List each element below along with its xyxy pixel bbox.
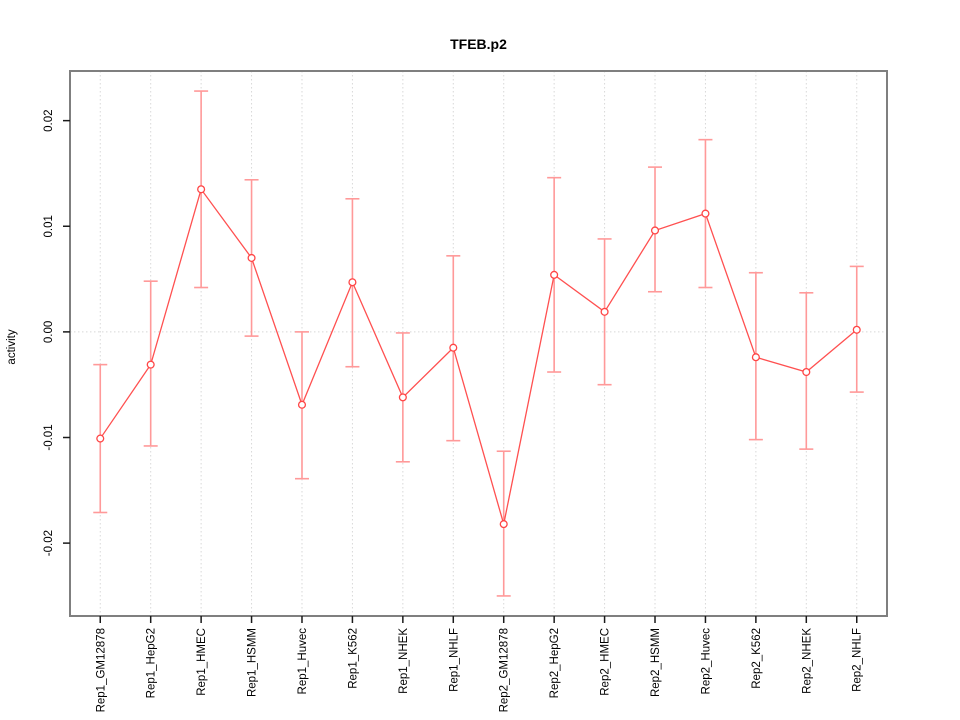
y-tick-label: -0.01 — [43, 424, 55, 450]
x-tick-label: Rep1_GM12878 — [95, 628, 107, 712]
x-tick-label: Rep2_HepG2 — [549, 628, 561, 698]
x-tick-label: Rep1_NHEK — [398, 628, 410, 694]
data-point — [701, 209, 710, 218]
data-point — [650, 226, 660, 235]
data-point — [398, 393, 407, 402]
data-point — [297, 400, 307, 409]
x-tick-label: Rep2_GM12878 — [499, 628, 511, 712]
data-point — [852, 325, 861, 334]
x-tick-label: Rep1_K562 — [347, 628, 359, 689]
x-tick-label: Rep1_NHLF — [448, 628, 460, 692]
y-tick-label: 0.01 — [43, 215, 55, 237]
x-tick-label: Rep2_K562 — [751, 628, 763, 689]
x-tick-label: Rep1_Huvec — [297, 628, 309, 695]
x-tick-label: Rep2_Huvec — [700, 628, 712, 695]
data-point — [499, 520, 508, 529]
y-tick-label: 0.00 — [43, 321, 55, 343]
x-tick-label: Rep1_HMEC — [196, 628, 208, 696]
data-point — [197, 185, 206, 194]
plot-box — [69, 70, 888, 617]
data-point — [802, 367, 811, 377]
data-point — [449, 343, 458, 352]
chart-title: TFEB.p2 — [450, 36, 507, 52]
x-tick-label: Rep2_HSMM — [650, 628, 662, 697]
data-point — [348, 278, 357, 287]
y-tick-label: -0.02 — [43, 530, 55, 556]
data-point — [96, 434, 105, 443]
x-tick-label: Rep2_NHLF — [852, 628, 864, 692]
data-point — [600, 307, 609, 316]
x-tick-label: Rep1_HSMM — [247, 628, 259, 697]
x-tick-label: Rep2_HMEC — [600, 628, 612, 696]
data-point — [550, 270, 559, 279]
x-tick-label: Rep2_NHEK — [801, 628, 813, 694]
y-tick-label: 0.02 — [43, 109, 55, 131]
series-line — [99, 187, 858, 525]
data-point — [751, 353, 760, 362]
data-point — [247, 253, 256, 262]
data-point — [146, 360, 155, 369]
x-tick-label: Rep1_HepG2 — [146, 628, 158, 698]
